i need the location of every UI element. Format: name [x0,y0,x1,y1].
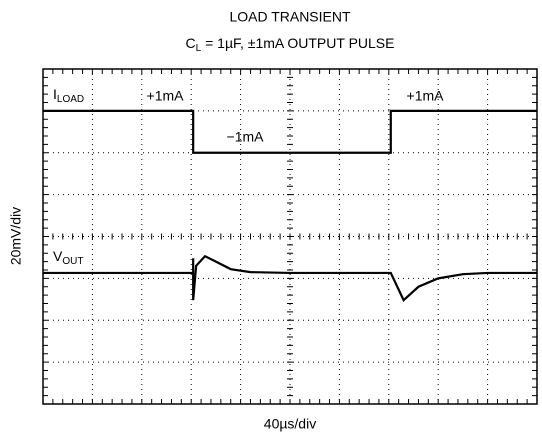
plot-frame [42,68,538,405]
trace [43,109,537,154]
annotation: +1mA [407,88,445,104]
trace [43,254,537,302]
annotation: −1mA [227,129,265,145]
chart-subtitle: CL = 1µF, ±1mA OUTPUT PULSE [186,35,395,54]
trace-label: VOUT [53,248,83,267]
trace-label: ILOAD [53,86,84,105]
trace-label-sub: OUT [62,256,83,267]
x-axis-label: 40µs/div [264,416,316,432]
trace-label-sub: LOAD [57,94,84,105]
chart-title: LOAD TRANSIENT [229,9,351,25]
y-axis-label: 20mV/div [8,207,24,265]
trace-label-main: I [53,86,57,102]
annotation: +1mA [147,88,185,104]
trace-label-main: V [53,248,63,264]
